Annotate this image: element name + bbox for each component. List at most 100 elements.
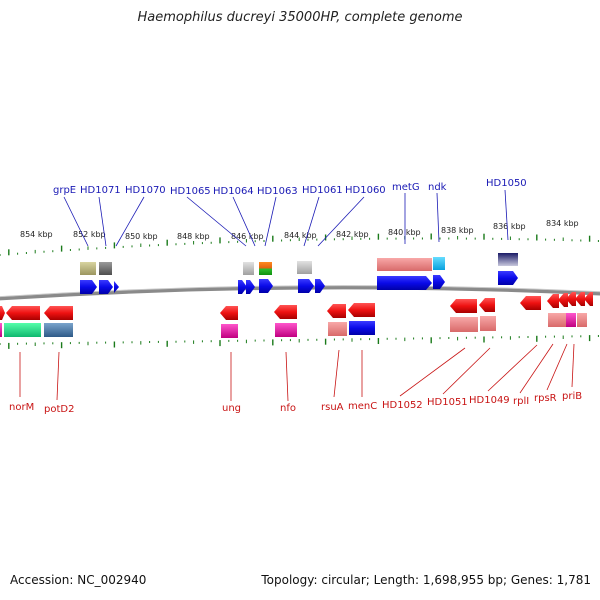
cog-box[interactable] [297, 261, 312, 274]
cog-box[interactable] [328, 322, 347, 336]
gene-label-grpe[interactable]: grpE [53, 185, 76, 196]
gene-label-norm[interactable]: norM [9, 402, 34, 413]
gene-arrow-potd2[interactable] [44, 306, 73, 320]
callout-line [98, 196, 107, 247]
cog-box[interactable] [243, 262, 254, 275]
gene-arrow-metg[interactable] [377, 276, 432, 290]
callout-line [317, 196, 365, 247]
bottom-gene-labels: norM potD2 ung nfo rsuA menC HD1052 HD10… [9, 391, 582, 415]
gene-label-hd1051[interactable]: HD1051 [427, 397, 468, 408]
gene-label-rsua[interactable]: rsuA [321, 402, 344, 413]
gene-arrow-hd1050[interactable] [498, 271, 518, 285]
gene-arrow-nfo[interactable] [274, 305, 297, 319]
gene-label-hd1071[interactable]: HD1071 [80, 185, 121, 196]
gene-arrow-prib[interactable] [566, 292, 576, 306]
gene-arrow-rpli[interactable] [547, 294, 559, 308]
gene-arrow-hd1071[interactable] [99, 280, 113, 294]
gene-arrow-norm[interactable] [6, 306, 40, 320]
gene-arrow-rsua[interactable] [327, 304, 346, 318]
callout-line [442, 347, 491, 395]
gene-label-hd1060[interactable]: HD1060 [345, 185, 386, 196]
gene-arrow-hd1063[interactable] [259, 279, 273, 293]
cog-box[interactable] [259, 262, 272, 275]
gene-label-hd1049[interactable]: HD1049 [469, 395, 510, 406]
cog-box[interactable] [221, 324, 238, 338]
gene-label-prib[interactable]: priB [562, 391, 582, 402]
gene-arrow-hd1049[interactable] [520, 296, 541, 310]
callout-line [56, 351, 60, 401]
gene-arrow-ung[interactable] [220, 306, 238, 320]
gene-arrow-hd1060[interactable] [315, 279, 325, 293]
gene-label-potd2[interactable]: potD2 [44, 404, 74, 415]
scale-label: 850 kbp [125, 232, 158, 241]
callout-line [333, 349, 340, 398]
gene-label-hd1061[interactable]: HD1061 [302, 185, 343, 196]
gene-arrow[interactable] [575, 292, 585, 306]
cog-box[interactable] [548, 313, 567, 327]
gene-arrow-hd1061[interactable] [298, 279, 314, 293]
reverse-genes [0, 292, 593, 320]
gene-label-rpli[interactable]: rplI [513, 396, 529, 407]
gene-label-hd1052[interactable]: HD1052 [382, 400, 423, 411]
gene-label-hd1065[interactable]: HD1065 [170, 186, 211, 197]
forward-genes [80, 271, 518, 294]
scale-label: 846 kbp [231, 232, 264, 241]
scale-label: 854 kbp [20, 230, 53, 239]
gene-arrow[interactable] [584, 292, 593, 306]
callout-line [303, 196, 320, 247]
top-gene-labels: grpE HD1071 HD1070 HD1065 HD1064 HD1063 … [53, 178, 527, 197]
cog-box[interactable] [349, 321, 375, 335]
cog-box[interactable] [577, 313, 587, 327]
gene-arrow-rpsr[interactable] [558, 293, 568, 307]
cog-box[interactable] [480, 316, 496, 331]
gene-label-hd1070[interactable]: HD1070 [125, 185, 166, 196]
gene-label-metg[interactable]: metG [392, 182, 420, 193]
gene-label-ndk[interactable]: ndk [428, 182, 447, 193]
tick-row-top [0, 233, 599, 256]
gene-label-hd1050[interactable]: HD1050 [486, 178, 527, 189]
cog-box[interactable] [498, 253, 518, 266]
gene-arrow-menc[interactable] [348, 303, 375, 317]
callout-line [504, 189, 509, 241]
gene-arrow-hd1065[interactable] [238, 280, 247, 294]
cog-box[interactable] [450, 317, 478, 332]
map-title: Haemophilus ducreyi 35000HP, complete ge… [137, 10, 463, 25]
gene-arrow-ndk[interactable] [433, 275, 445, 289]
callout-line [186, 196, 247, 247]
cog-box[interactable] [4, 323, 41, 337]
bottom-callouts [19, 343, 575, 402]
gene-arrow-grpe[interactable] [80, 280, 97, 294]
cog-box[interactable] [566, 313, 576, 327]
callout-line [571, 343, 575, 388]
cog-box[interactable] [99, 262, 112, 275]
cog-box[interactable] [433, 257, 445, 270]
cog-box[interactable] [44, 323, 73, 337]
gene-arrow-hd1070[interactable] [114, 281, 119, 293]
gene-label-rpsr[interactable]: rpsR [534, 393, 557, 404]
scale-label: 848 kbp [177, 232, 210, 241]
gene-arrow-edge[interactable] [0, 306, 5, 320]
callout-line [399, 347, 466, 397]
gene-arrow-hd1064[interactable] [246, 280, 255, 294]
callout-line [264, 196, 277, 247]
scale-label: 840 kbp [388, 228, 421, 237]
gene-arrow-hd1051[interactable] [479, 298, 495, 312]
tick-row-bottom [0, 335, 599, 349]
gene-label-nfo[interactable]: nfo [280, 403, 296, 414]
callout-line [487, 344, 538, 392]
gene-label-hd1063[interactable]: HD1063 [257, 186, 298, 197]
gene-arrow-hd1052[interactable] [450, 299, 477, 313]
cog-box[interactable] [275, 323, 297, 337]
cog-box[interactable] [377, 258, 432, 271]
gene-label-ung[interactable]: ung [222, 403, 241, 414]
callout-line [285, 351, 289, 402]
scale-label: 852 kbp [73, 230, 106, 239]
cog-box[interactable] [0, 323, 2, 337]
scale-labels: 854 kbp 852 kbp 850 kbp 848 kbp 846 kbp … [20, 219, 579, 241]
gene-label-menc[interactable]: menC [348, 401, 377, 412]
cog-box[interactable] [80, 262, 96, 275]
top-callouts [63, 189, 509, 247]
gene-label-hd1064[interactable]: HD1064 [213, 186, 254, 197]
